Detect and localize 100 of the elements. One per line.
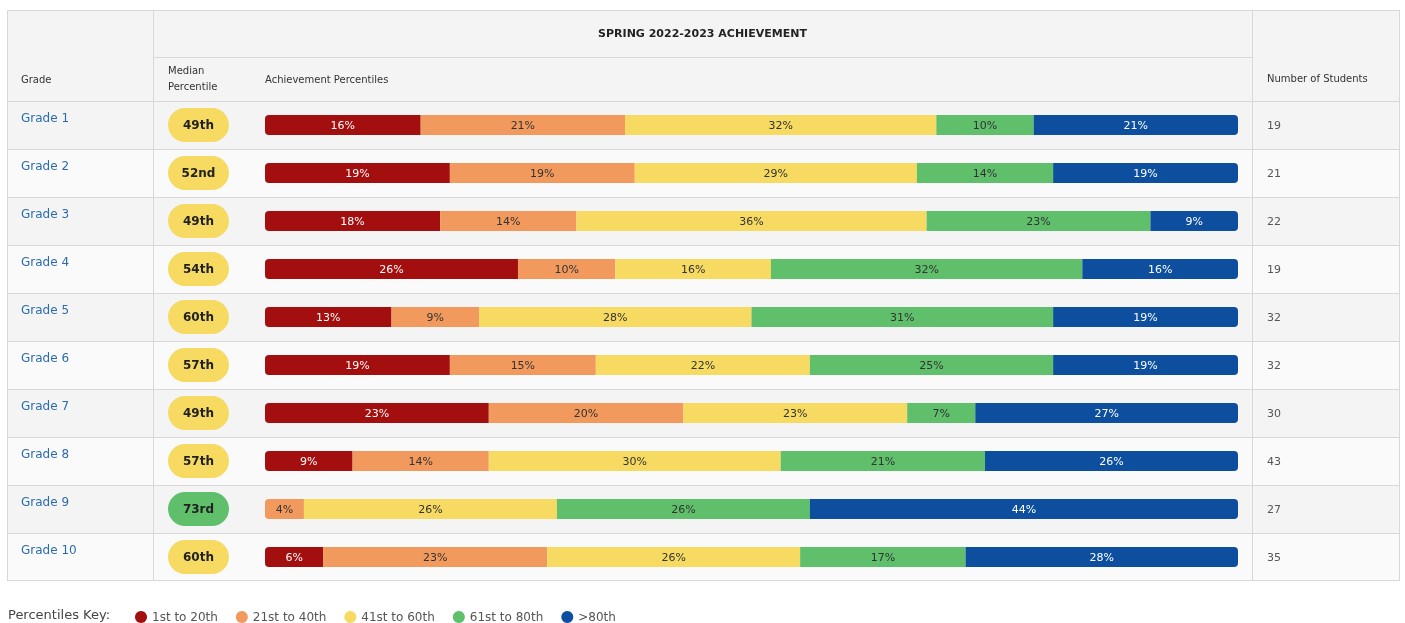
data-label: 4% xyxy=(275,502,294,516)
data-label: 32% xyxy=(768,118,793,132)
data-label: 15% xyxy=(510,358,536,372)
data-label: 23% xyxy=(423,550,448,564)
bar xyxy=(265,451,353,471)
data-label: 19% xyxy=(345,358,370,372)
data-label: 9% xyxy=(300,454,318,468)
bar xyxy=(683,403,908,423)
data-label: 10% xyxy=(972,118,998,132)
bar xyxy=(265,115,421,135)
data-label: 26% xyxy=(1099,454,1124,468)
bar xyxy=(595,355,810,375)
text: Median Percentile xyxy=(168,64,219,94)
text: 22 xyxy=(1267,213,1282,230)
data-label: 14% xyxy=(408,454,433,468)
bar xyxy=(391,307,480,327)
text: 57th xyxy=(168,348,229,382)
data-label: 22% xyxy=(690,358,716,372)
bar xyxy=(488,451,781,471)
bar xyxy=(615,259,771,279)
data-label: 23% xyxy=(364,406,390,420)
data-label: 30% xyxy=(622,454,647,468)
data-label: 16% xyxy=(330,118,356,132)
data-label: 19% xyxy=(1133,358,1158,372)
bar xyxy=(634,163,917,183)
text: 43 xyxy=(1267,453,1282,470)
data-label: 16% xyxy=(680,262,706,276)
bar xyxy=(440,211,577,231)
data-label: 19% xyxy=(1133,310,1158,324)
text: 32 xyxy=(1267,357,1282,374)
bar xyxy=(547,547,801,567)
bar xyxy=(517,259,616,279)
bar xyxy=(556,499,810,519)
data-label: 13% xyxy=(316,310,341,324)
bar xyxy=(926,211,1151,231)
legend-title: Percentiles Key: xyxy=(8,605,112,623)
bar xyxy=(780,451,986,471)
data-label: 29% xyxy=(763,166,789,180)
x-axis-title: Achievement Percentiles xyxy=(265,72,390,87)
bar xyxy=(1053,307,1238,327)
data-label: 26% xyxy=(379,262,404,276)
data-label: 19% xyxy=(1133,166,1158,180)
y-tick-label: Grade 4 xyxy=(21,255,70,269)
y-tick-label: Grade 7 xyxy=(21,399,70,413)
y-tick-label: Grade 9 xyxy=(21,495,70,509)
y-tick-label: Grade 3 xyxy=(21,207,70,221)
data-label: 21% xyxy=(510,118,536,132)
data-label: 36% xyxy=(739,214,764,228)
data-label: 21% xyxy=(1123,118,1149,132)
text: 32 xyxy=(1267,309,1282,326)
data-label: 23% xyxy=(783,406,808,420)
y-tick-label: Grade 1 xyxy=(21,111,70,125)
bar xyxy=(323,547,548,567)
bar xyxy=(303,499,557,519)
bar xyxy=(449,163,635,183)
bar xyxy=(576,211,927,231)
legend-label: >80th xyxy=(578,610,616,623)
bar xyxy=(907,403,976,423)
data-label: 31% xyxy=(890,310,915,324)
bar xyxy=(985,451,1238,471)
y-tick-label: Grade 8 xyxy=(21,447,70,461)
data-label: 6% xyxy=(285,550,303,564)
text: 21 xyxy=(1267,165,1282,182)
data-label: 9% xyxy=(426,310,444,324)
bar xyxy=(265,211,441,231)
data-label: 7% xyxy=(932,406,950,420)
bar xyxy=(265,259,518,279)
bar xyxy=(265,307,392,327)
data-label: 19% xyxy=(530,166,555,180)
y-tick-label: Grade 6 xyxy=(21,351,70,365)
bar xyxy=(420,115,626,135)
data-label: 17% xyxy=(870,550,896,564)
data-label: 27% xyxy=(1094,406,1119,420)
data-label: 19% xyxy=(345,166,370,180)
text: 57th xyxy=(168,444,229,478)
legend-label: 1st to 20th xyxy=(152,610,218,623)
y-axis-title: Grade xyxy=(21,72,53,87)
bar xyxy=(1053,163,1238,183)
data-label: 26% xyxy=(671,502,696,516)
bar xyxy=(1082,259,1238,279)
legend-label: 41st to 60th xyxy=(361,610,435,623)
data-label: 32% xyxy=(914,262,939,276)
text: 35 xyxy=(1267,549,1282,566)
bar xyxy=(265,547,324,567)
text: 19 xyxy=(1267,261,1282,278)
data-label: 20% xyxy=(573,406,599,420)
text: 49th xyxy=(168,108,229,142)
bar xyxy=(479,307,752,327)
data-label: 23% xyxy=(1026,214,1051,228)
bar xyxy=(625,115,937,135)
bar xyxy=(936,115,1034,135)
data-label: 21% xyxy=(870,454,896,468)
bar xyxy=(770,259,1083,279)
bar xyxy=(1053,355,1238,375)
data-label: 16% xyxy=(1147,262,1173,276)
bar xyxy=(488,403,684,423)
data-label: 26% xyxy=(418,502,443,516)
legend-label: 21st to 40th xyxy=(252,610,327,623)
text: Number of Students xyxy=(1267,72,1369,86)
bar xyxy=(809,499,1238,519)
